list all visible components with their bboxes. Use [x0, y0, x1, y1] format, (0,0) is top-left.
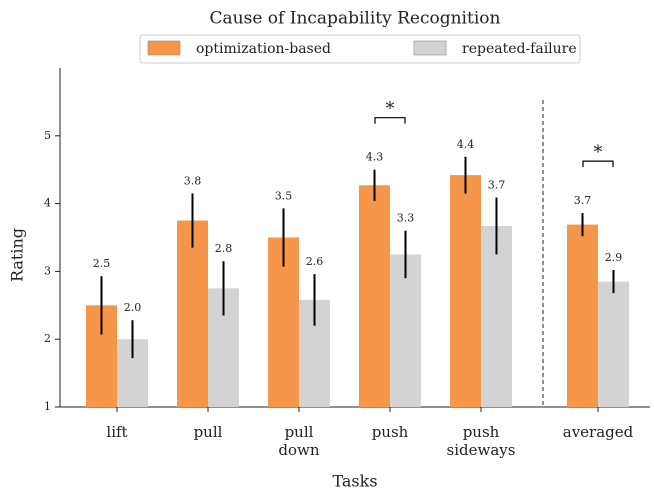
- bar: [598, 281, 629, 407]
- x-tick-label: pull down: [278, 423, 319, 459]
- value-label: 3.7: [574, 194, 592, 207]
- y-tick-label: 2: [44, 332, 51, 345]
- legend-label: optimization-based: [196, 41, 331, 57]
- value-label: 2.5: [93, 257, 111, 270]
- value-label: 4.3: [366, 151, 384, 164]
- bar: [359, 185, 390, 407]
- x-tick-label: push: [372, 423, 409, 441]
- x-tick-label: pull: [194, 423, 223, 441]
- value-label: 3.3: [397, 212, 415, 225]
- legend-swatch: [413, 40, 447, 56]
- significance-label: *: [386, 99, 395, 120]
- legend-swatch: [147, 40, 181, 56]
- chart-title: Cause of Incapability Recognition: [210, 9, 501, 29]
- y-tick-label: 4: [44, 197, 51, 210]
- bar: [567, 224, 598, 407]
- y-axis-label: Rating: [8, 228, 27, 282]
- x-tick-label: push sideways: [447, 423, 516, 459]
- value-label: 2.0: [124, 301, 142, 314]
- bar: [450, 175, 481, 407]
- value-label: 4.4: [457, 138, 475, 151]
- y-tick-label: 3: [44, 264, 51, 277]
- value-label: 3.8: [184, 174, 202, 187]
- x-tick-label: lift: [106, 423, 127, 441]
- value-label: 2.8: [215, 242, 233, 255]
- value-label: 3.7: [488, 178, 506, 191]
- legend-label: repeated-failure: [462, 41, 577, 57]
- y-tick-label: 5: [44, 129, 51, 142]
- x-axis-label: Tasks: [332, 472, 377, 491]
- significance-bracket: [582, 160, 614, 168]
- x-tick-label: averaged: [563, 423, 634, 441]
- value-label: 3.5: [275, 189, 293, 202]
- y-tick-label: 1: [44, 400, 51, 413]
- significance-bracket: [374, 117, 406, 124]
- value-label: 2.9: [605, 251, 623, 264]
- bar: [390, 254, 421, 407]
- legend-box: [139, 34, 581, 64]
- significance-label: *: [594, 142, 603, 163]
- bar: [177, 220, 208, 407]
- bar: [481, 225, 512, 407]
- value-label: 2.6: [306, 255, 324, 268]
